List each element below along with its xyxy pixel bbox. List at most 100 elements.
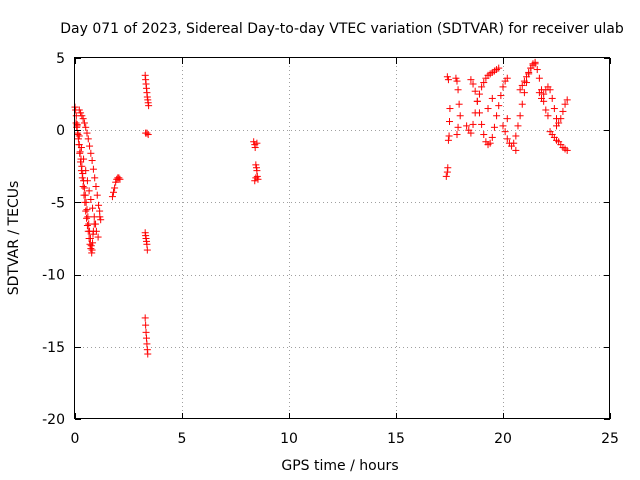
data-point bbox=[79, 115, 87, 123]
data-point bbox=[87, 149, 95, 157]
data-point bbox=[520, 89, 528, 97]
data-point bbox=[115, 174, 123, 182]
data-point bbox=[111, 184, 119, 192]
data-point bbox=[453, 131, 461, 139]
data-point bbox=[94, 233, 102, 241]
data-point bbox=[95, 201, 103, 209]
data-point bbox=[490, 123, 498, 131]
y-axis-label: SDTVAR / TECUs bbox=[6, 181, 22, 296]
data-point bbox=[142, 321, 150, 329]
data-point bbox=[503, 135, 511, 143]
data-point bbox=[83, 129, 91, 137]
data-point bbox=[445, 132, 453, 140]
data-point bbox=[538, 94, 546, 102]
data-point bbox=[75, 106, 83, 114]
data-point bbox=[503, 74, 511, 82]
y-tick-labels: 5 0 -5 -10 -15 -20 bbox=[42, 51, 65, 428]
data-point bbox=[467, 76, 475, 84]
y-tick-label: 5 bbox=[56, 51, 65, 67]
data-point bbox=[501, 128, 509, 136]
data-point bbox=[112, 178, 120, 186]
data-point bbox=[80, 184, 88, 192]
data-point bbox=[91, 174, 99, 182]
data-point bbox=[82, 207, 90, 215]
x-tick-label: 0 bbox=[71, 431, 80, 447]
data-point bbox=[84, 213, 92, 221]
data-point bbox=[452, 74, 460, 82]
data-point bbox=[514, 122, 522, 130]
data-point bbox=[88, 246, 96, 254]
data-point bbox=[93, 191, 101, 199]
data-point bbox=[89, 230, 97, 238]
data-point bbox=[533, 66, 541, 74]
data-point bbox=[510, 139, 518, 147]
data-point bbox=[467, 129, 475, 137]
x-tick-label: 20 bbox=[494, 431, 512, 447]
data-point bbox=[512, 146, 520, 154]
y-tick-label: -20 bbox=[42, 412, 65, 428]
data-point bbox=[525, 68, 533, 76]
axis-ticks bbox=[75, 58, 611, 420]
data-point bbox=[250, 138, 258, 146]
data-point bbox=[141, 314, 149, 322]
data-point bbox=[251, 177, 259, 185]
data-point bbox=[251, 144, 259, 152]
data-point bbox=[110, 188, 118, 196]
data-point bbox=[83, 177, 91, 185]
data-point bbox=[145, 102, 153, 110]
data-point bbox=[456, 112, 464, 120]
data-point bbox=[444, 76, 452, 84]
data-point bbox=[253, 172, 261, 180]
data-point bbox=[78, 112, 86, 120]
data-point bbox=[116, 175, 124, 183]
data-point bbox=[252, 161, 260, 169]
data-point bbox=[542, 106, 550, 114]
data-point bbox=[499, 122, 507, 130]
data-point bbox=[87, 242, 95, 250]
data-point bbox=[480, 79, 488, 87]
data-point bbox=[548, 94, 556, 102]
data-point bbox=[96, 207, 104, 215]
data-point bbox=[535, 89, 543, 97]
data-point bbox=[83, 214, 91, 222]
data-point bbox=[480, 131, 488, 139]
data-point bbox=[82, 167, 90, 175]
data-point bbox=[82, 123, 90, 131]
data-point bbox=[83, 222, 91, 230]
data-point bbox=[493, 112, 501, 120]
data-point bbox=[503, 115, 511, 123]
data-point bbox=[454, 86, 462, 94]
data-point bbox=[92, 227, 100, 235]
data-point bbox=[478, 120, 486, 128]
data-point bbox=[518, 100, 526, 108]
data-point bbox=[74, 135, 82, 143]
data-point bbox=[484, 105, 492, 113]
data-point bbox=[83, 206, 91, 214]
data-point bbox=[516, 112, 524, 120]
data-point bbox=[72, 119, 80, 127]
data-point bbox=[444, 136, 452, 144]
data-point bbox=[75, 132, 83, 140]
data-point bbox=[446, 105, 454, 113]
y-tick-label: -10 bbox=[42, 268, 65, 284]
data-point bbox=[518, 81, 526, 89]
data-point bbox=[89, 165, 97, 173]
data-point bbox=[495, 102, 503, 110]
data-point bbox=[84, 135, 92, 143]
data-point bbox=[546, 86, 554, 94]
data-point bbox=[87, 196, 95, 204]
data-point bbox=[488, 94, 496, 102]
data-point bbox=[563, 146, 571, 154]
data-point bbox=[77, 109, 85, 117]
x-tick-labels: 0 5 10 15 20 25 bbox=[71, 431, 619, 447]
data-point bbox=[85, 187, 93, 195]
data-point bbox=[81, 191, 89, 199]
x-axis-label: GPS time / hours bbox=[281, 458, 398, 474]
data-point bbox=[143, 129, 151, 137]
data-point bbox=[563, 96, 571, 104]
data-point bbox=[453, 77, 461, 85]
data-point bbox=[97, 216, 105, 224]
y-tick-label: -5 bbox=[51, 195, 65, 211]
data-point bbox=[553, 122, 560, 130]
data-point bbox=[89, 239, 97, 247]
